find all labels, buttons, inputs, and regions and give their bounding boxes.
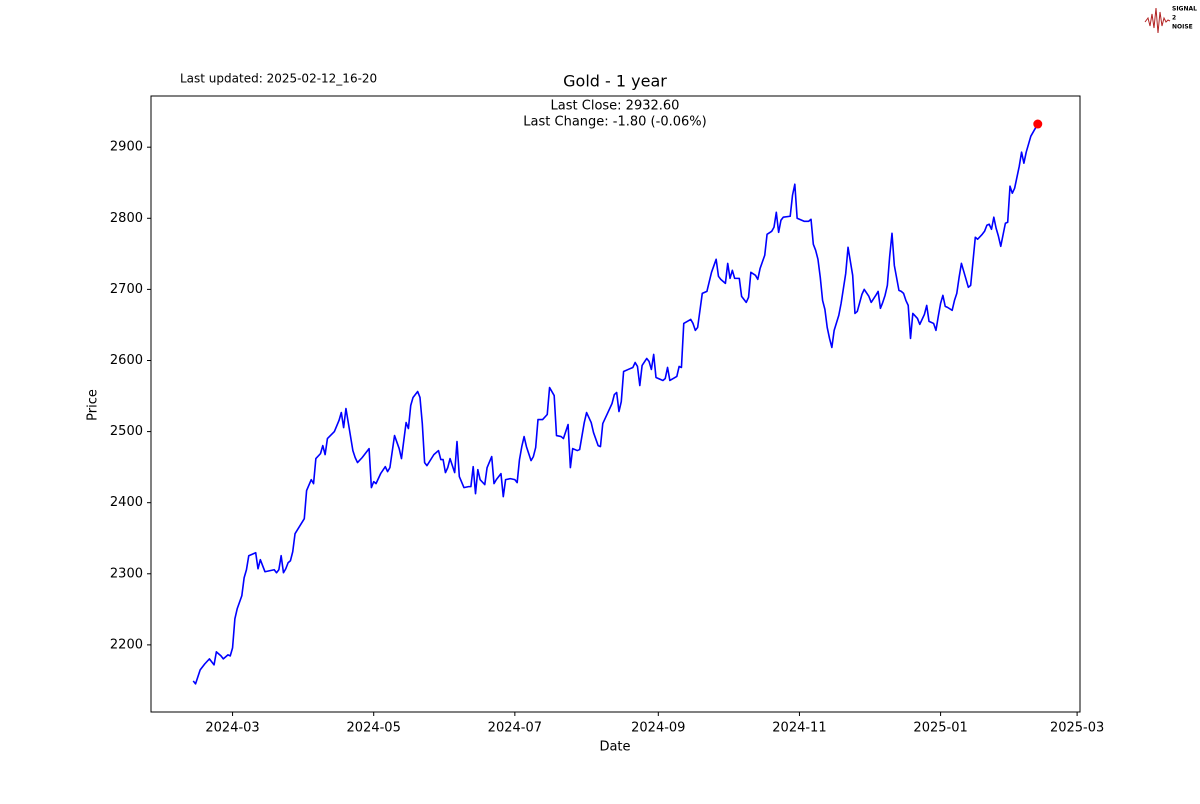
plot-frame xyxy=(150,95,1081,713)
x-tick-label: 2024-05 xyxy=(347,721,401,736)
y-axis-label: Price xyxy=(86,389,101,421)
last-updated: Last updated: 2025-02-12_16-20 xyxy=(180,72,377,86)
logo-text: SIGNAL xyxy=(1172,6,1197,13)
chart-title: Gold - 1 year xyxy=(563,72,667,91)
logo: SIGNAL 2 NOISE xyxy=(1144,6,1197,34)
last-point xyxy=(1033,119,1043,129)
y-tick-label: 2600 xyxy=(110,353,143,368)
x-tick-label: 2024-03 xyxy=(205,721,259,736)
x-tick-label: 2024-11 xyxy=(772,721,826,736)
y-tick-label: 2900 xyxy=(110,140,143,155)
y-tick-label: 2200 xyxy=(110,637,143,652)
annotation: Last Change: -1.80 (-0.06%) xyxy=(523,115,706,130)
logo-text: 2 xyxy=(1172,15,1176,22)
x-axis-label: Date xyxy=(599,740,630,755)
y-tick-label: 2500 xyxy=(110,424,143,439)
x-tick-label: 2025-03 xyxy=(1050,721,1104,736)
price-line xyxy=(192,123,1039,685)
logo-text: NOISE xyxy=(1172,24,1193,31)
x-tick-label: 2024-09 xyxy=(631,721,685,736)
logo-wave xyxy=(1144,7,1171,34)
y-tick-label: 2800 xyxy=(110,211,143,226)
y-tick-label: 2300 xyxy=(110,566,143,581)
y-tick-label: 2700 xyxy=(110,282,143,297)
y-tick-label: 2400 xyxy=(110,495,143,510)
annotation: Last Close: 2932.60 xyxy=(551,99,680,114)
x-tick-label: 2025-01 xyxy=(913,721,967,736)
x-tick-label: 2024-07 xyxy=(488,721,542,736)
